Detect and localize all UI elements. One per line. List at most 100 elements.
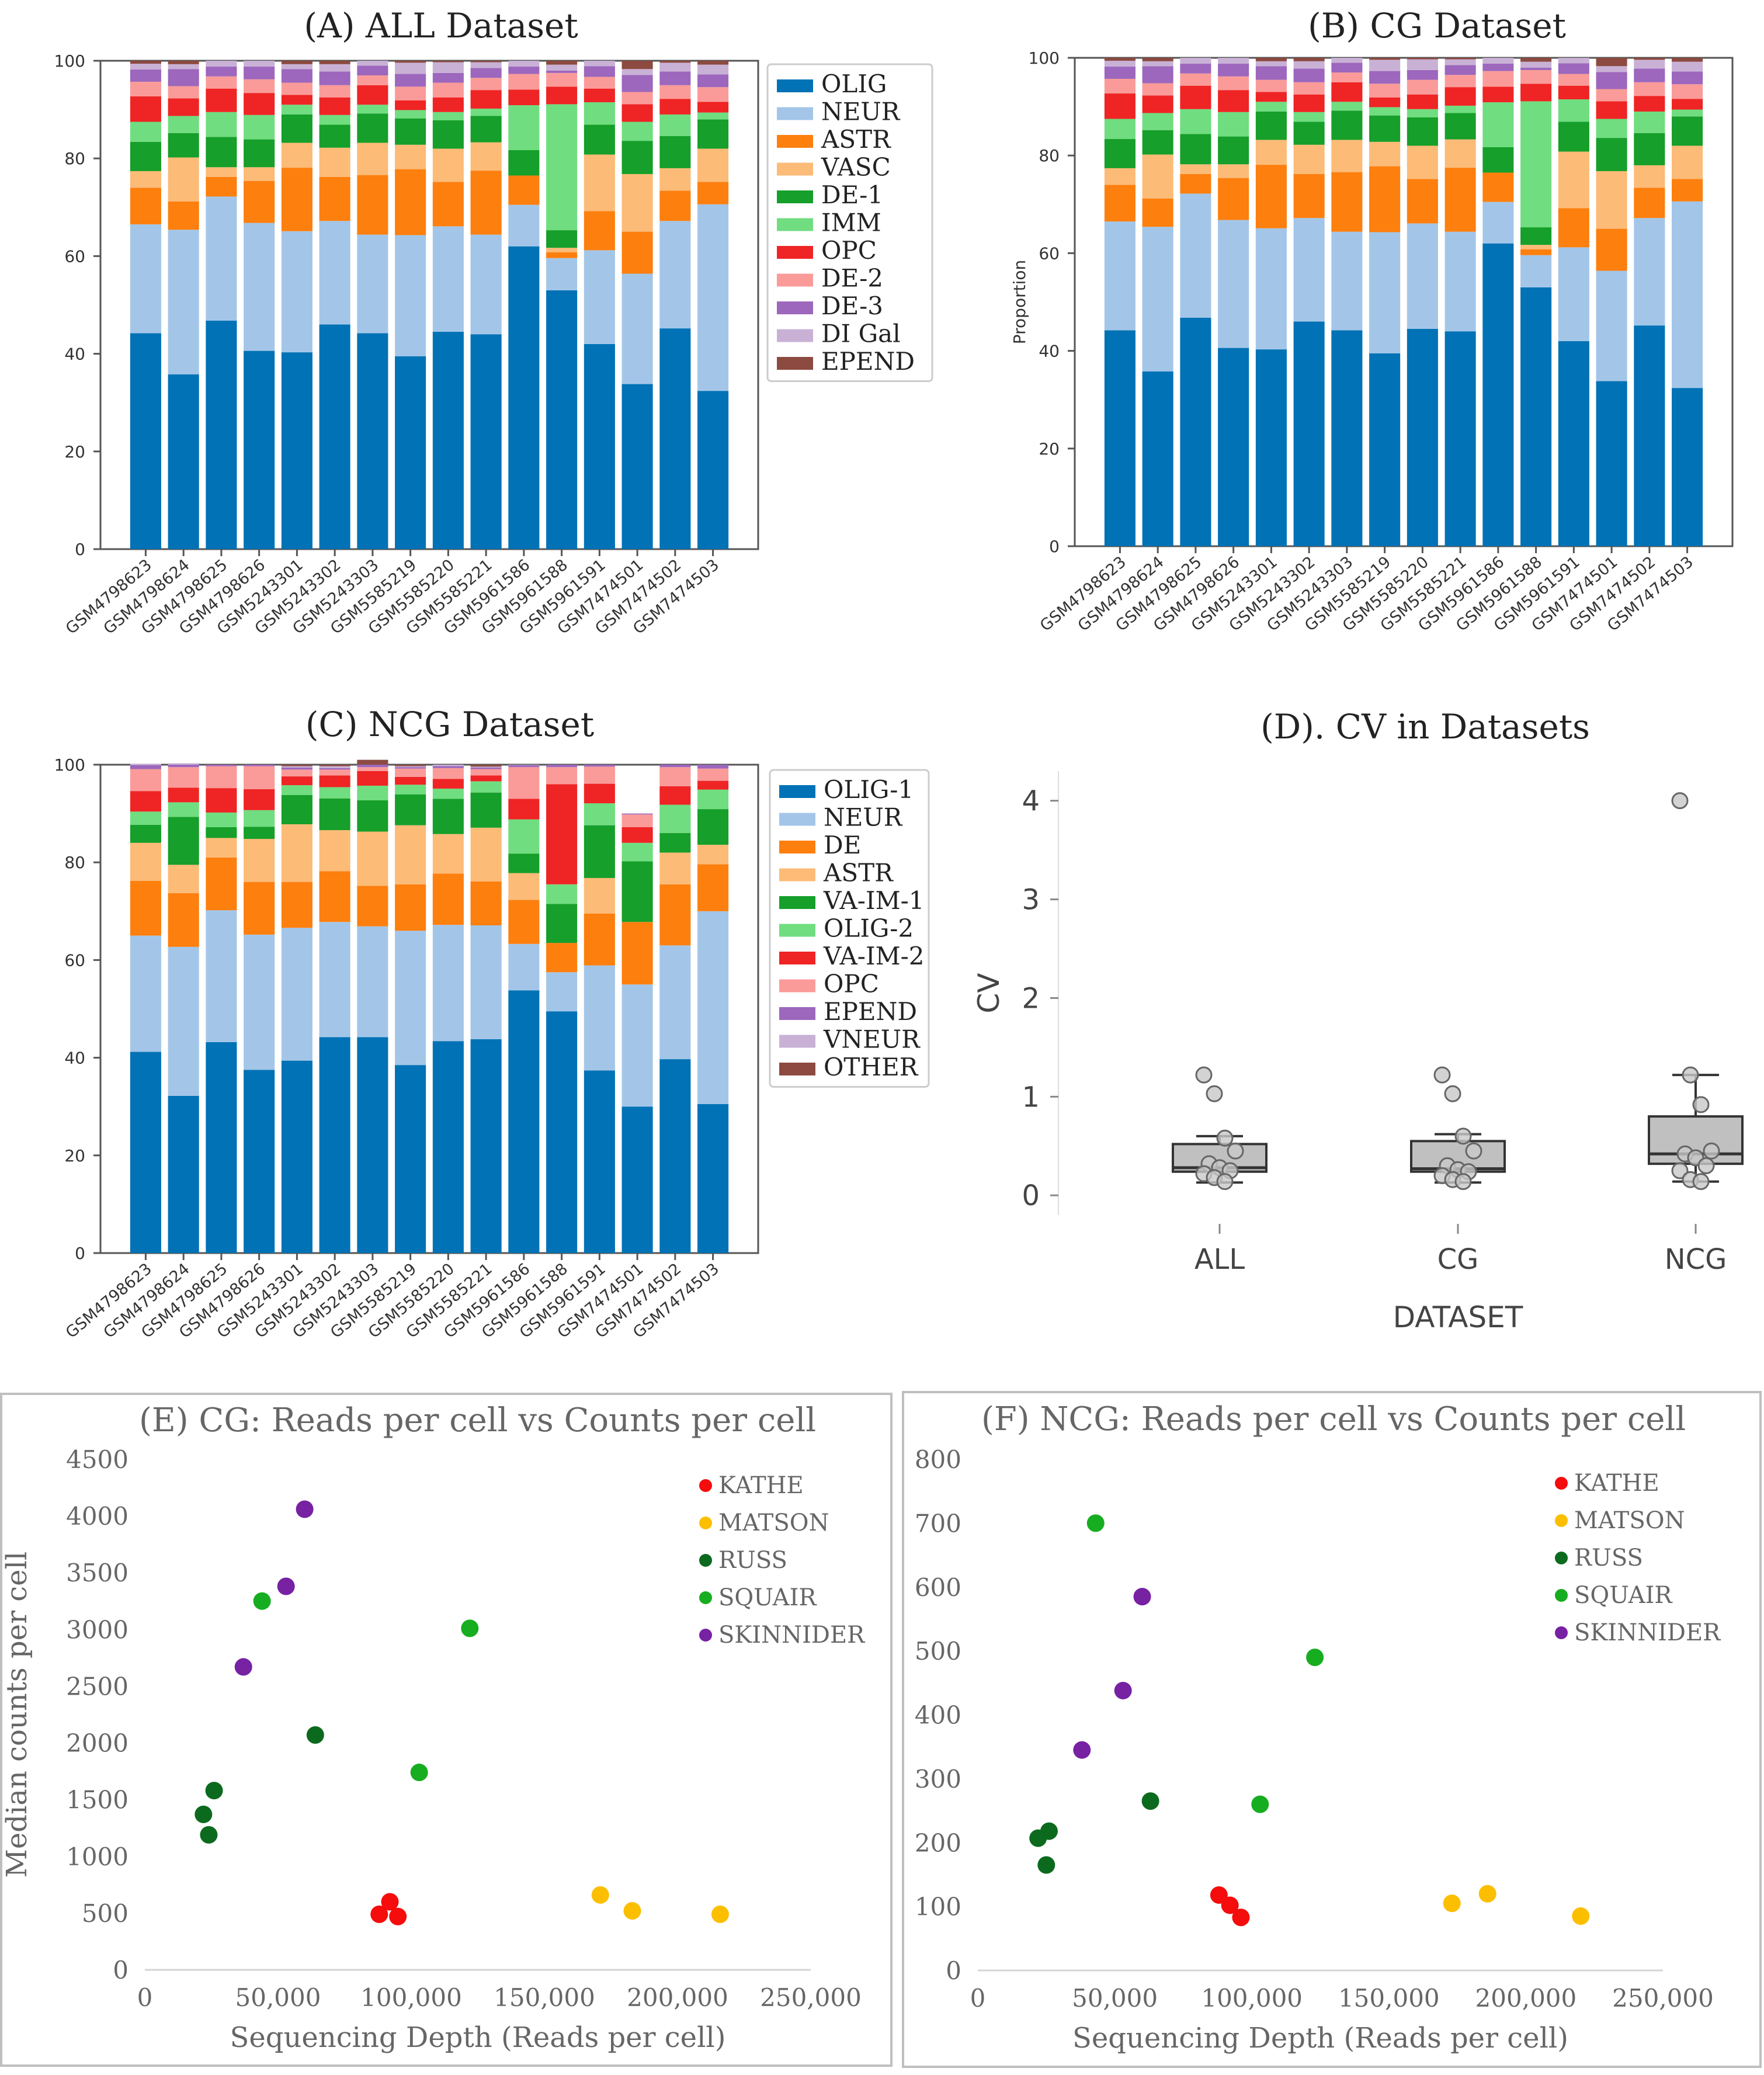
bar-segment-imm (508, 105, 540, 150)
bar-segment-olig (1180, 317, 1211, 546)
data-point (1195, 1066, 1213, 1084)
y-tick-label: 2 (1022, 982, 1040, 1015)
bar-segment-epend (1596, 58, 1627, 67)
bar-segment-opc (470, 769, 502, 776)
point-skinnider (277, 1577, 295, 1595)
legend-label: OPC (821, 236, 877, 265)
bar-segment-vasc (1255, 140, 1287, 165)
bar-segment-de-2 (1407, 79, 1438, 95)
bar-segment-imm (1634, 111, 1665, 133)
box-group-all: ALL (1172, 1066, 1268, 1276)
y-tick-label: 100 (54, 755, 85, 775)
bar-segment-epend (1672, 58, 1703, 62)
y-tick-label: 500 (915, 1637, 961, 1665)
bar-segment-opc (584, 766, 615, 784)
bar-segment-opc (281, 769, 312, 777)
bar-segment-imm (395, 110, 426, 119)
bar-segment-va-im-2 (244, 789, 275, 810)
chart-title: (F) NCG: Reads per cell vs Counts per ce… (981, 1400, 1686, 1438)
point-kathe (389, 1907, 407, 1925)
bar-segment-de-3 (1293, 68, 1325, 82)
bar-segment-de (659, 884, 691, 946)
legend-swatch-va-im-2 (779, 952, 815, 964)
bar-segment-astr (1407, 179, 1438, 224)
bar-segment-de-2 (1255, 79, 1287, 92)
y-tick-label: 200 (915, 1828, 961, 1857)
point-squair (461, 1619, 479, 1637)
bar-segment-neur (206, 196, 237, 321)
bar-segment-astr (357, 175, 388, 235)
bar-segment-opc (1672, 99, 1703, 110)
bar-segment-de-2 (1180, 73, 1211, 86)
bar-segment-astr (621, 231, 653, 274)
bar-segment-de-2 (1369, 84, 1401, 98)
bar-segment-imm (281, 105, 312, 114)
bar-segment-imm (621, 122, 653, 141)
bar-segment-neur (319, 221, 350, 325)
point-kathe (370, 1905, 388, 1923)
bar-segment-opc (546, 767, 578, 785)
bar-segment-neur (1407, 223, 1438, 329)
bar-segment-astr (470, 827, 502, 882)
data-point (1216, 1129, 1234, 1147)
bar-segment-de (168, 893, 199, 947)
bar-segment-va-im-2 (659, 786, 691, 805)
bar-segment-opc (697, 102, 729, 113)
bar-segment-de (244, 882, 275, 935)
bar-segment-va-im-2 (395, 776, 426, 785)
legend-label: SKINNIDER (718, 1622, 866, 1649)
x-axis-label: Sequencing Depth (Reads per cell) (1072, 2022, 1568, 2055)
bar-segment-di-gal (1142, 61, 1173, 67)
bar-segment-opc (281, 95, 312, 105)
bar-segment-astr (1104, 185, 1136, 222)
bar-segment-opc (432, 97, 464, 112)
bar-segment-olig (1672, 388, 1703, 546)
bar-segment-neur (659, 221, 691, 329)
bar-segment-de-3 (508, 67, 540, 74)
legend-swatch-other (779, 1063, 815, 1075)
bar-segment-epend (319, 768, 350, 770)
bar-segment-opc (1180, 85, 1211, 109)
box-group-ncg: NCG (1648, 792, 1744, 1276)
bar-segment-other (470, 765, 502, 767)
y-tick-label: 1 (1022, 1081, 1040, 1113)
bar-segment-di-gal (281, 64, 312, 70)
bar-segment-epend (470, 768, 502, 769)
bar-segment-olig (584, 343, 615, 549)
bar-segment-opc (395, 100, 426, 110)
bar-segment-epend (697, 61, 729, 65)
legend-swatch-astr (777, 135, 813, 148)
bar-segment-epend (546, 765, 578, 768)
legend-swatch-epend (777, 357, 813, 370)
bar-segment-de-3 (244, 67, 275, 79)
bar-segment-de-3 (1672, 71, 1703, 85)
y-tick-label: 80 (64, 853, 85, 872)
bar-segment-de-2 (395, 86, 426, 100)
bar-segment-de-3 (1596, 72, 1627, 89)
bar-segment-de-1 (621, 141, 653, 174)
legend-label: IMM (821, 209, 881, 237)
data-point (1697, 1157, 1715, 1175)
bar-segment-vasc (1672, 145, 1703, 179)
bar-segment-de-2 (1634, 82, 1665, 96)
bar-segment-de (432, 873, 464, 925)
point-skinnider (234, 1658, 252, 1676)
y-tick-label: 80 (64, 149, 85, 168)
legend-marker-russ (1555, 1552, 1568, 1564)
bar-segment-opc (244, 766, 275, 789)
bar-segment-de-2 (1104, 78, 1136, 94)
bar-segment-olig-1 (281, 1060, 312, 1253)
bar-segment-vneur (470, 766, 502, 768)
bar-segment-astr (168, 201, 199, 230)
point-squair (1086, 1514, 1105, 1532)
bar-segment-olig (508, 246, 540, 549)
bar-segment-va-im-1 (697, 809, 729, 845)
bar-segment-de-1 (168, 133, 199, 158)
bar-segment-epend (130, 765, 161, 769)
bar-segment-neur (697, 911, 729, 1105)
bar-segment-neur (395, 235, 426, 356)
bar-segment-astr (1558, 208, 1589, 248)
bar-segment-olig (281, 352, 312, 549)
x-tick-label: 100,000 (1201, 1984, 1303, 2012)
bar-segment-imm (1369, 107, 1401, 116)
